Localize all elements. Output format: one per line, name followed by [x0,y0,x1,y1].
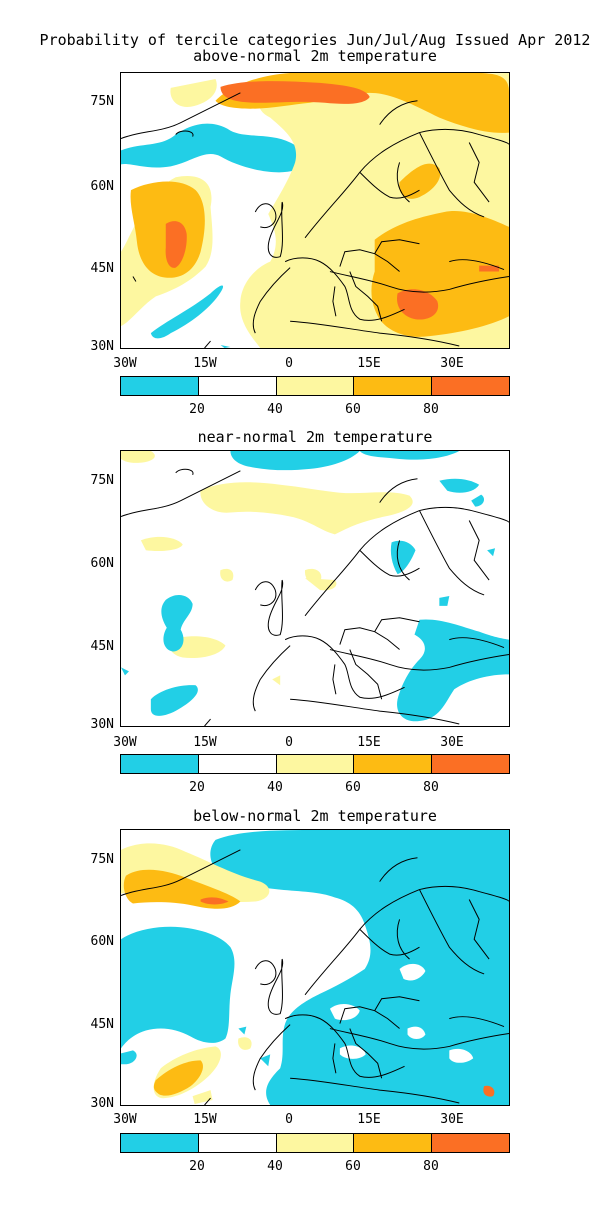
colorbar-segment [275,1134,354,1152]
colorbar-segment [353,755,432,773]
colorbar-segment [431,1134,509,1152]
lon-label-15e: 15E [357,1112,381,1127]
colorbar [120,754,510,774]
lat-label-30n: 30N [90,717,114,732]
lon-label-30w: 30W [113,1112,137,1127]
colorbar-segment [121,755,198,773]
lat-label-60n: 60N [90,934,114,949]
lat-label-75n: 75N [90,94,114,109]
colorbar-label-40: 40 [267,1159,283,1174]
lat-label-30n: 30N [90,339,114,354]
colorbar [120,1133,510,1153]
colorbar-segment [197,377,276,395]
colorbar-segment [121,1134,198,1152]
colorbar-segment [353,1134,432,1152]
map-below-normal [120,829,510,1106]
lat-label-30n: 30N [90,1096,114,1111]
lon-label-30w: 30W [113,735,137,750]
lon-label-0: 0 [285,735,293,750]
lon-label-30e: 30E [440,735,464,750]
lon-label-15e: 15E [357,735,381,750]
colorbar-segment [431,377,509,395]
colorbar-label-20: 20 [189,402,205,417]
colorbar-segment [275,377,354,395]
lon-label-30e: 30E [440,356,464,371]
figure-title: Probability of tercile categories Jun/Ju… [39,31,591,49]
lat-label-75n: 75N [90,852,114,867]
colorbar [120,376,510,396]
colorbar-label-80: 80 [423,780,439,795]
colorbar-segment [353,377,432,395]
colorbar-segment [431,755,509,773]
colorbar-label-60: 60 [345,402,361,417]
colorbar-label-40: 40 [267,780,283,795]
panel-title-above: above-normal 2m temperature [193,47,437,65]
lon-label-15w: 15W [193,1112,217,1127]
colorbar-segment [121,377,198,395]
colorbar-label-40: 40 [267,402,283,417]
lat-label-75n: 75N [90,473,114,488]
lon-label-0: 0 [285,356,293,371]
lat-label-45n: 45N [90,639,114,654]
colorbar-label-80: 80 [423,1159,439,1174]
colorbar-label-60: 60 [345,780,361,795]
lat-label-45n: 45N [90,1017,114,1032]
lon-label-30e: 30E [440,1112,464,1127]
lon-label-15w: 15W [193,356,217,371]
colorbar-label-80: 80 [423,402,439,417]
colorbar-label-60: 60 [345,1159,361,1174]
colorbar-segment [197,1134,276,1152]
colorbar-segment [275,755,354,773]
panel-title-near: near-normal 2m temperature [197,428,433,446]
colorbar-segment [197,755,276,773]
lon-label-30w: 30W [113,356,137,371]
lat-label-60n: 60N [90,179,114,194]
colorbar-label-20: 20 [189,780,205,795]
colorbar-label-20: 20 [189,1159,205,1174]
lon-label-0: 0 [285,1112,293,1127]
lat-label-45n: 45N [90,261,114,276]
lon-label-15w: 15W [193,735,217,750]
map-near-normal [120,450,510,727]
map-above-normal [120,72,510,349]
lon-label-15e: 15E [357,356,381,371]
panel-title-below: below-normal 2m temperature [193,807,437,825]
lat-label-60n: 60N [90,556,114,571]
